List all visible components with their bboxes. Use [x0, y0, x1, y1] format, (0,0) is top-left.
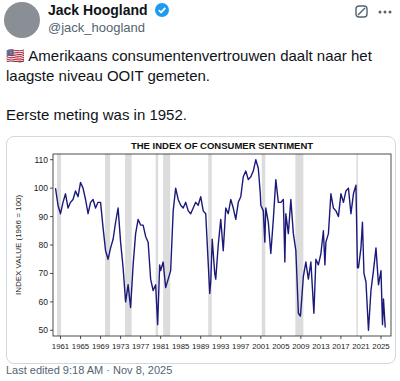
- x-tick-label: 2021: [352, 342, 369, 351]
- plot-frame: [53, 154, 391, 336]
- y-tick-label: 90: [39, 212, 49, 222]
- recession-band: [163, 154, 170, 336]
- x-tick: [180, 336, 181, 339]
- recession-band: [295, 154, 303, 336]
- y-tick: [50, 330, 53, 331]
- x-tick-label: 1961: [52, 342, 69, 351]
- x-tick-label: 1997: [232, 342, 249, 351]
- chart-image[interactable]: THE INDEX OF CONSUMER SENTIMENT 50 60 70 80 9…: [6, 136, 396, 364]
- recession-band: [105, 154, 110, 336]
- sentiment-line: [56, 160, 386, 331]
- y-tick-label: 80: [39, 240, 49, 250]
- x-tick-label: 2009: [292, 342, 309, 351]
- y-axis-label: INDEX VALUE (1966 = 100): [14, 195, 23, 295]
- recession-band: [208, 154, 212, 336]
- recession-band: [125, 154, 132, 336]
- x-tick: [280, 336, 281, 339]
- recession-band: [57, 154, 61, 336]
- x-tick: [300, 336, 301, 339]
- x-tick-label: 2013: [312, 342, 329, 351]
- x-tick-label: 1985: [172, 342, 190, 351]
- y-tick: [50, 245, 53, 246]
- post-footer: Last edited 9:18 AM · Nov 8, 2025: [6, 364, 172, 376]
- x-tick: [260, 336, 261, 339]
- x-tick-label: 1993: [212, 342, 229, 351]
- x-tick: [240, 336, 241, 339]
- avatar[interactable]: [4, 2, 40, 38]
- x-tick: [140, 336, 141, 339]
- x-tick-label: 2001: [252, 342, 269, 351]
- author-handle[interactable]: @jack_hoogland: [48, 20, 145, 35]
- post-paragraph: Eerste meting was in 1952.: [6, 105, 394, 125]
- chart-title: THE INDEX OF CONSUMER SENTIMENT: [131, 140, 313, 151]
- plot-area: [56, 154, 386, 336]
- author-name[interactable]: Jack Hoogland: [48, 2, 148, 18]
- y-tick: [50, 216, 53, 217]
- x-tick: [320, 336, 321, 339]
- post-paragraph: 🇺🇸 Amerikaans consumentenvertrouwen daal…: [6, 46, 394, 86]
- recession-band: [262, 154, 266, 336]
- x-tick: [60, 336, 61, 339]
- y-tick-label: 50: [39, 325, 49, 335]
- x-tick-label: 1981: [152, 342, 169, 351]
- x-tick-label: 1965: [72, 342, 90, 351]
- post-icons[interactable]: [354, 4, 394, 20]
- y-tick-label: 100: [34, 183, 48, 193]
- x-tick: [200, 336, 201, 339]
- x-tick-label: 2005: [272, 342, 290, 351]
- post-text: 🇺🇸 Amerikaans consumentenvertrouwen daal…: [6, 46, 394, 144]
- x-tick: [340, 336, 341, 339]
- y-tick-label: 110: [34, 155, 48, 165]
- y-tick: [50, 301, 53, 302]
- x-tick: [120, 336, 121, 339]
- x-tick-label: 1969: [92, 342, 109, 351]
- y-tick: [50, 188, 53, 189]
- x-tick: [360, 336, 361, 339]
- x-tick: [160, 336, 161, 339]
- x-tick-label: 1973: [112, 342, 129, 351]
- x-tick-label: 1989: [192, 342, 209, 351]
- y-tick: [50, 159, 53, 160]
- x-tick: [100, 336, 101, 339]
- x-tick: [80, 336, 81, 339]
- x-tick: [380, 336, 381, 339]
- x-tick: [220, 336, 221, 339]
- x-tick-label: 1977: [132, 342, 149, 351]
- chart-svg: THE INDEX OF CONSUMER SENTIMENT 50 60 70 80 9…: [7, 137, 395, 363]
- y-tick: [50, 273, 53, 274]
- y-tick-label: 70: [39, 268, 49, 278]
- x-tick-label: 2025: [372, 342, 390, 351]
- verified-badge: [155, 3, 169, 17]
- x-tick-label: 2017: [332, 342, 349, 351]
- y-tick-label: 60: [39, 297, 49, 307]
